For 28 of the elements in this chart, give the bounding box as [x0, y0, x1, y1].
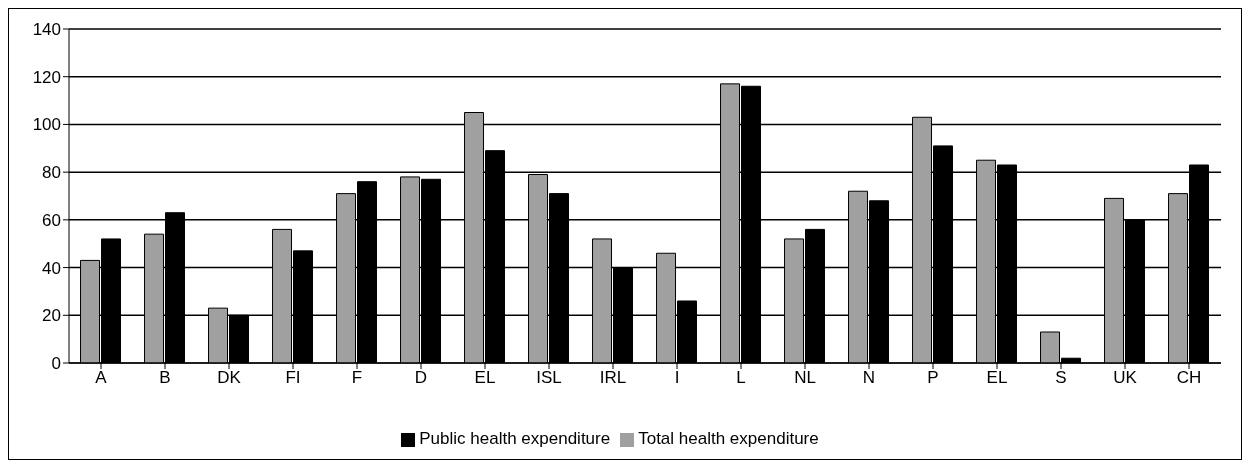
legend-label: Total health expenditure: [638, 429, 819, 448]
y-tick-label: 100: [32, 115, 61, 135]
y-tick-label: 140: [32, 20, 61, 40]
legend-label: Public health expenditure: [419, 429, 611, 448]
y-tick-label: 20: [42, 306, 61, 326]
x-tick-label: A: [95, 368, 108, 388]
x-tick-label: EL: [474, 368, 496, 388]
x-tick-label: ISL: [536, 368, 562, 388]
y-tick-label: 60: [42, 210, 61, 230]
x-tick-label: N: [862, 368, 876, 388]
x-tick-label: F: [351, 368, 363, 388]
x-tick-label: D: [414, 368, 428, 388]
y-tick-label: 120: [32, 67, 61, 87]
y-tick-label: 80: [42, 163, 61, 183]
x-tick-label: FI: [285, 368, 301, 388]
x-tick-label: P: [927, 368, 939, 388]
x-tick-label: S: [1055, 368, 1067, 388]
x-tick-label: IRL: [599, 368, 627, 388]
y-tick-label: 0: [51, 354, 61, 374]
x-tick-label: DK: [217, 368, 242, 388]
x-tick-label: NL: [794, 368, 816, 388]
x-tick-label: CH: [1176, 368, 1202, 388]
y-tick-label: 40: [42, 258, 61, 278]
x-tick-label: B: [159, 368, 171, 388]
x-tick-label: L: [736, 368, 746, 388]
x-tick-label: EL: [986, 368, 1008, 388]
x-tick-label: UK: [1113, 368, 1138, 388]
x-tick-label: I: [674, 368, 680, 388]
